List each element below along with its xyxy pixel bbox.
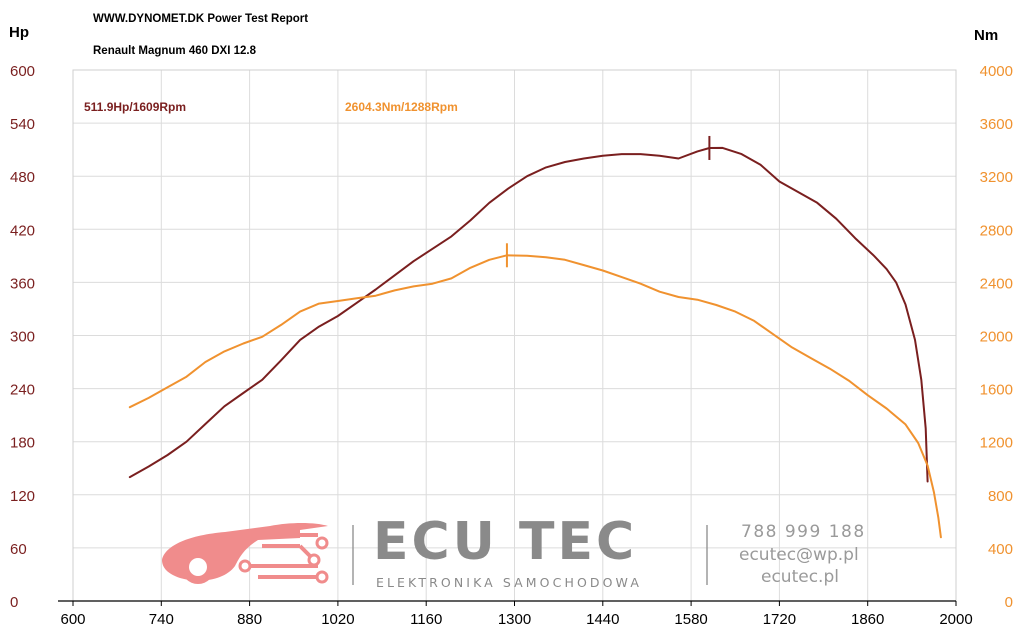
x-tick-label: 1160 bbox=[410, 611, 442, 628]
y-right-tick-label: 2000 bbox=[980, 329, 1013, 346]
y-left-tick-label: 480 bbox=[10, 169, 35, 186]
torque-peak-label: 2604.3Nm/1288Rpm bbox=[345, 100, 458, 114]
y-right-tick-label: 800 bbox=[988, 488, 1013, 505]
y-left-tick-label: 0 bbox=[10, 594, 18, 611]
watermark-brand: ECU TEC bbox=[373, 512, 638, 572]
watermark-phone: 788 999 188 bbox=[741, 522, 866, 542]
y-left-tick-label: 240 bbox=[10, 382, 35, 399]
y-right-tick-label: 3600 bbox=[980, 116, 1013, 133]
x-tick-label: 1720 bbox=[763, 611, 796, 628]
y-left-tick-label: 60 bbox=[10, 541, 27, 558]
left-axis-unit: Hp bbox=[9, 24, 29, 41]
series bbox=[128, 135, 942, 539]
y-right-tick-label: 0 bbox=[1005, 594, 1013, 611]
y-left-tick-label: 180 bbox=[10, 435, 35, 452]
watermark-tagline: ELEKTRONIKA SAMOCHODOWA bbox=[376, 575, 642, 590]
vehicle-name: Renault Magnum 460 DXI 12.8 bbox=[93, 45, 256, 57]
y-left-tick-label: 420 bbox=[10, 222, 35, 239]
y-left-tick-label: 600 bbox=[10, 63, 35, 80]
x-tick-label: 1020 bbox=[321, 611, 354, 628]
y-right-tick-label: 3200 bbox=[980, 169, 1013, 186]
y-right-tick-label: 4000 bbox=[980, 63, 1013, 80]
y-left-tick-label: 360 bbox=[10, 275, 35, 292]
y-right-tick-label: 1200 bbox=[980, 435, 1013, 452]
y-left-tick-label: 120 bbox=[10, 488, 35, 505]
axis-ticks: 0 60 120 180 240 300 360 420 480 540 600 0 400 800 120… bbox=[10, 63, 1013, 628]
x-tick-label: 1860 bbox=[851, 611, 884, 628]
watermark-website: ecutec.pl bbox=[761, 567, 839, 587]
power-curve bbox=[128, 146, 929, 483]
grid bbox=[72, 69, 957, 602]
y-left-tick-label: 300 bbox=[10, 329, 35, 346]
y-right-tick-label: 400 bbox=[988, 541, 1013, 558]
power-peak-label: 511.9Hp/1609Rpm bbox=[84, 100, 187, 114]
y-left-tick-label: 540 bbox=[10, 116, 35, 133]
car-circuit-logo-icon bbox=[162, 523, 708, 585]
y-right-tick-label: 2800 bbox=[980, 222, 1013, 239]
x-tick-label: 2000 bbox=[939, 611, 972, 628]
right-axis-unit: Nm bbox=[974, 27, 999, 44]
x-tick-label: 1300 bbox=[498, 611, 531, 628]
watermark-email: ecutec@wp.pl bbox=[739, 545, 859, 565]
y-right-tick-label: 2400 bbox=[980, 275, 1013, 292]
x-tick-label: 740 bbox=[149, 611, 174, 628]
torque-curve bbox=[128, 254, 942, 539]
x-tick-label: 1580 bbox=[674, 611, 707, 628]
x-tick-label: 1440 bbox=[586, 611, 619, 628]
x-tick-label: 600 bbox=[60, 611, 85, 628]
x-tick-label: 880 bbox=[237, 611, 262, 628]
y-right-tick-label: 1600 bbox=[980, 382, 1013, 399]
report-title: WWW.DYNOMET.DK Power Test Report bbox=[93, 13, 309, 25]
